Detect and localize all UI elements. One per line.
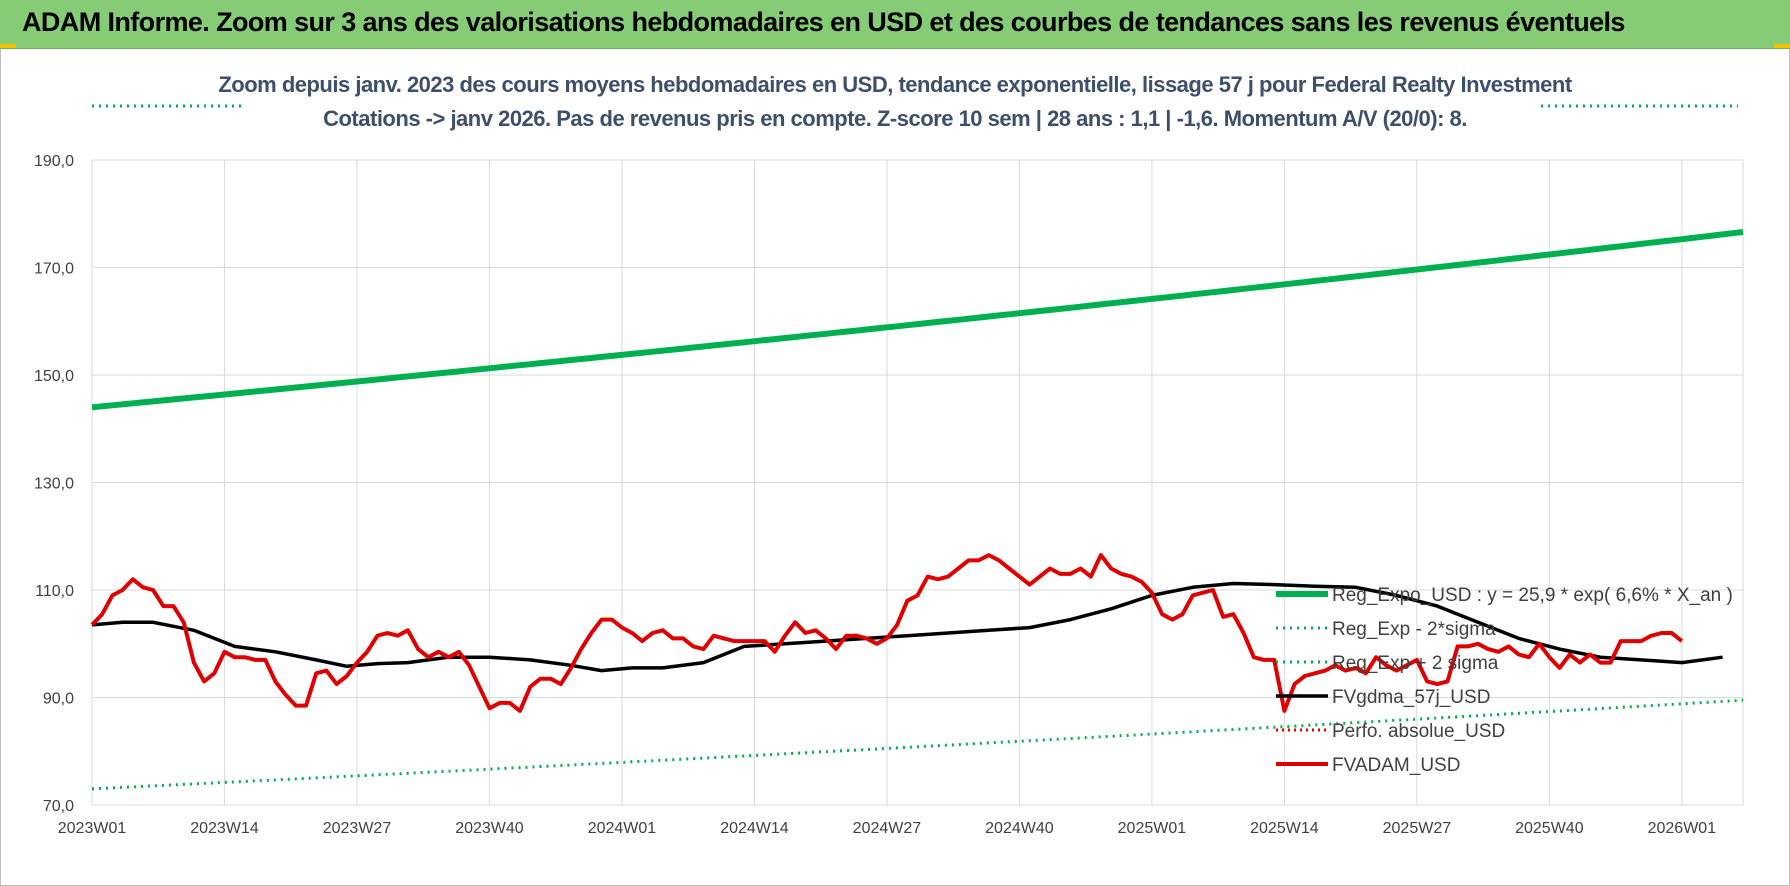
corner-marker: [1774, 44, 1790, 48]
x-tick-label: 2024W40: [985, 820, 1054, 837]
y-tick-label: 90,0: [43, 691, 74, 708]
x-tick-label: 2023W01: [58, 820, 127, 837]
legend-label: FVADAM_USD: [1332, 755, 1460, 776]
x-tick-label: 2023W40: [455, 820, 524, 837]
x-tick-label: 2026W01: [1648, 820, 1717, 837]
x-tick-label: 2025W14: [1250, 820, 1319, 837]
legend: Reg_Expo_USD : y = 25,9 * exp( 6,6% * X_…: [1276, 585, 1733, 776]
corner-marker: [0, 44, 16, 48]
x-tick-label: 2024W27: [853, 820, 922, 837]
legend-item: Reg_Expo_USD : y = 25,9 * exp( 6,6% * X_…: [1276, 585, 1733, 606]
legend-item: Perfo. absolue_USD: [1276, 721, 1505, 742]
gridlines: [91, 159, 1744, 806]
reg-exp-minus-2sigma-line: [91, 698, 1744, 791]
reg-expo-line: [91, 229, 1744, 411]
report-banner-title: ADAM Informe. Zoom sur 3 ans des valoris…: [22, 7, 1625, 37]
y-tick-label: 170,0: [34, 261, 74, 278]
y-tick-label: 130,0: [34, 476, 74, 493]
legend-item: Reg_Exp + 2 sigma: [1276, 653, 1499, 674]
y-tick-label: 70,0: [43, 798, 74, 815]
y-tick-label: 150,0: [34, 368, 74, 385]
legend-item: FVADAM_USD: [1276, 755, 1460, 776]
fvadam-line: [90, 553, 1684, 713]
legend-label: Reg_Exp + 2 sigma: [1332, 653, 1499, 674]
legend-label: Reg_Exp - 2*sigma: [1332, 619, 1496, 640]
legend-item: FVgdma_57j_USD: [1276, 687, 1490, 708]
legend-label: FVgdma_57j_USD: [1332, 687, 1490, 708]
x-tick-label: 2024W01: [588, 820, 657, 837]
x-tick-label: 2023W14: [190, 820, 259, 837]
legend-label: Reg_Expo_USD : y = 25,9 * exp( 6,6% * X_…: [1332, 585, 1733, 606]
x-tick-label: 2023W27: [323, 820, 392, 837]
y-tick-label: 190,0: [34, 153, 74, 170]
legend-label: Perfo. absolue_USD: [1332, 721, 1505, 742]
x-tick-label: 2024W14: [720, 820, 789, 837]
x-tick-label: 2025W27: [1383, 820, 1452, 837]
y-axis-ticks: 70,0 90,0 110,0 130,0 150,0 170,0 190,0: [34, 153, 74, 815]
chart-title-line-1: Zoom depuis janv. 2023 des cours moyens …: [218, 72, 1572, 97]
x-axis-ticks: 2023W01 2023W14 2023W27 2023W40 2024W01 2024W…: [58, 820, 1716, 837]
x-tick-label: 2025W40: [1515, 820, 1584, 837]
series-group: [90, 104, 1744, 791]
y-tick-label: 110,0: [35, 583, 74, 600]
chart-title-line-2: Cotations -> janv 2026. Pas de revenus p…: [323, 106, 1467, 131]
x-tick-label: 2025W01: [1118, 820, 1187, 837]
report-banner: ADAM Informe. Zoom sur 3 ans des valoris…: [0, 0, 1790, 49]
legend-item: Reg_Exp - 2*sigma: [1276, 619, 1496, 640]
